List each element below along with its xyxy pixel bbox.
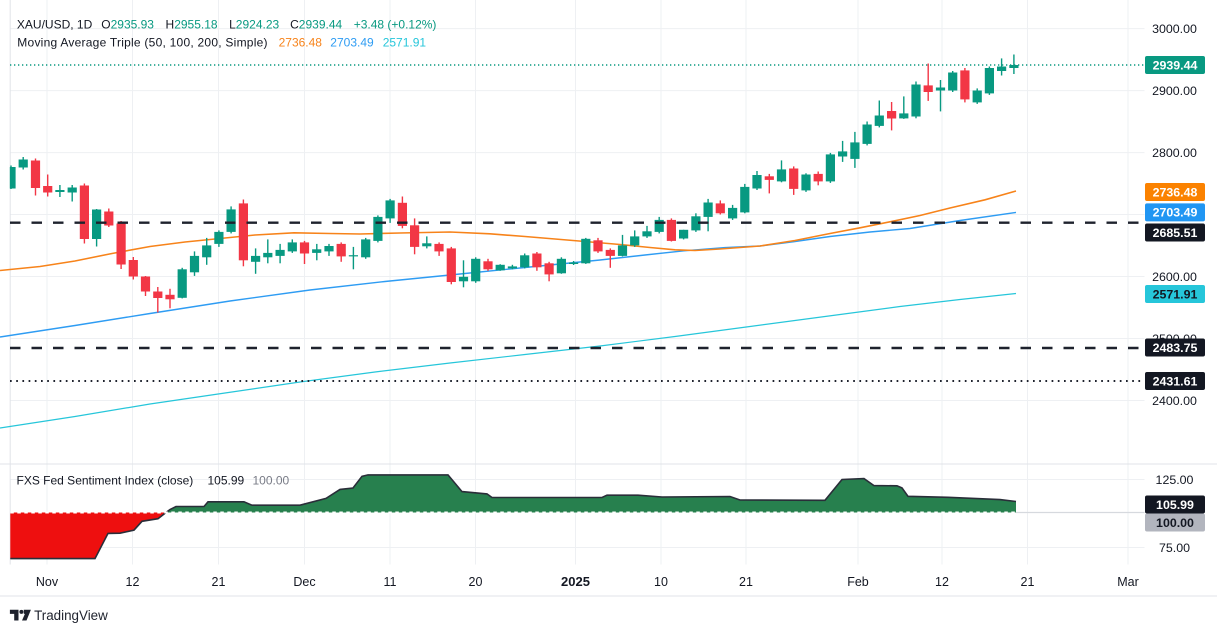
svg-text:2571.91: 2571.91 — [1153, 287, 1198, 301]
svg-text:C: C — [290, 17, 299, 31]
svg-text:2703.49: 2703.49 — [1153, 206, 1198, 220]
svg-text:12: 12 — [126, 575, 140, 589]
svg-text:105.99: 105.99 — [208, 474, 245, 488]
svg-text:21: 21 — [739, 575, 753, 589]
svg-text:20: 20 — [469, 575, 483, 589]
svg-text:FXS Fed Sentiment Index (close: FXS Fed Sentiment Index (close) — [17, 474, 194, 488]
svg-text:2025: 2025 — [561, 574, 590, 589]
svg-text:100.00: 100.00 — [253, 474, 290, 488]
svg-text:XAU/USD, 1D: XAU/USD, 1D — [17, 17, 93, 31]
svg-text:+3.48 (+0.12%): +3.48 (+0.12%) — [354, 17, 437, 31]
svg-text:H: H — [166, 17, 175, 31]
svg-text:105.99: 105.99 — [1156, 498, 1194, 512]
svg-text:10: 10 — [654, 575, 668, 589]
svg-text:2939.44: 2939.44 — [299, 17, 343, 31]
svg-text:Nov: Nov — [36, 575, 59, 589]
svg-text:12: 12 — [935, 575, 949, 589]
svg-text:2955.18: 2955.18 — [174, 17, 218, 31]
svg-text:21: 21 — [212, 575, 226, 589]
svg-text:2800.00: 2800.00 — [1152, 146, 1197, 160]
svg-text:2571.91: 2571.91 — [383, 35, 427, 49]
svg-text:Feb: Feb — [847, 575, 869, 589]
svg-text:L: L — [229, 17, 236, 31]
svg-text:2900.00: 2900.00 — [1152, 84, 1197, 98]
svg-text:2483.75: 2483.75 — [1153, 341, 1198, 355]
svg-text:3000.00: 3000.00 — [1152, 22, 1197, 36]
svg-text:21: 21 — [1021, 575, 1035, 589]
svg-text:2685.51: 2685.51 — [1153, 226, 1198, 240]
svg-text:125.00: 125.00 — [1156, 473, 1194, 487]
svg-text:2736.48: 2736.48 — [1153, 185, 1198, 199]
svg-text:O: O — [101, 17, 110, 31]
svg-text:2939.44: 2939.44 — [1153, 58, 1198, 72]
svg-text:2924.23: 2924.23 — [236, 17, 280, 31]
svg-text:2935.93: 2935.93 — [111, 17, 155, 31]
svg-text:2736.48: 2736.48 — [279, 35, 323, 49]
svg-text:2431.61: 2431.61 — [1153, 374, 1198, 388]
svg-text:2703.49: 2703.49 — [330, 35, 374, 49]
svg-text:75.00: 75.00 — [1159, 541, 1190, 555]
svg-text:2400.00: 2400.00 — [1152, 394, 1197, 408]
svg-text:Moving Average Triple (50, 100: Moving Average Triple (50, 100, 200, Sim… — [17, 35, 267, 49]
svg-text:Dec: Dec — [293, 575, 315, 589]
svg-text:100.00: 100.00 — [1156, 516, 1194, 530]
svg-text:2600.00: 2600.00 — [1152, 270, 1197, 284]
svg-text:11: 11 — [384, 575, 397, 589]
svg-text:TradingView: TradingView — [34, 608, 108, 623]
svg-text:Mar: Mar — [1117, 575, 1139, 589]
